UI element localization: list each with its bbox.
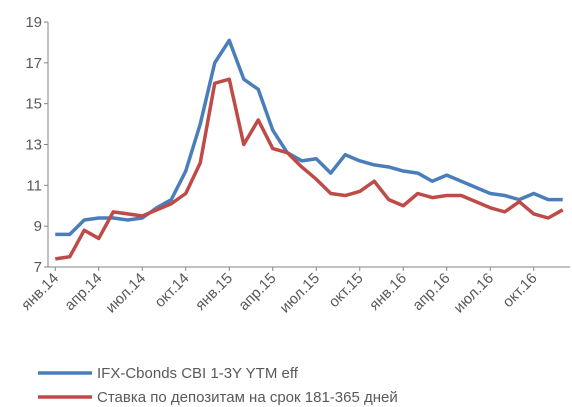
x-tick-label: янв.15 xyxy=(192,270,236,314)
x-tick-label: июл.14 xyxy=(102,270,149,317)
x-tick-label: окт.14 xyxy=(151,270,192,311)
y-tick-label: 17 xyxy=(25,55,42,72)
y-tick-label: 7 xyxy=(34,259,42,276)
y-tick-label: 11 xyxy=(26,177,42,194)
x-tick-label: апр.14 xyxy=(61,270,105,314)
x-tick-label: окт.16 xyxy=(499,270,540,311)
x-tick-label: янв.14 xyxy=(18,270,62,314)
line-series xyxy=(55,77,564,261)
x-tick-label: апр.15 xyxy=(235,270,279,314)
x-tick-label: окт.15 xyxy=(325,270,366,311)
legend-label: IFX-Cbonds CBI 1-3Y YTM eff xyxy=(97,365,299,382)
line-series xyxy=(55,38,563,237)
y-tick-label: 13 xyxy=(25,137,42,154)
x-tick-label: июл.16 xyxy=(450,270,497,317)
x-tick-label: апр.16 xyxy=(409,270,453,314)
x-tick-label: янв.16 xyxy=(366,270,410,314)
y-tick-label: 15 xyxy=(25,96,42,113)
y-tick-label: 19 xyxy=(25,14,42,31)
legend-label: Ставка по депозитам на срок 181-365 дней xyxy=(97,389,398,406)
x-tick-label: июл.15 xyxy=(276,270,323,317)
y-tick-label: 9 xyxy=(34,218,42,235)
